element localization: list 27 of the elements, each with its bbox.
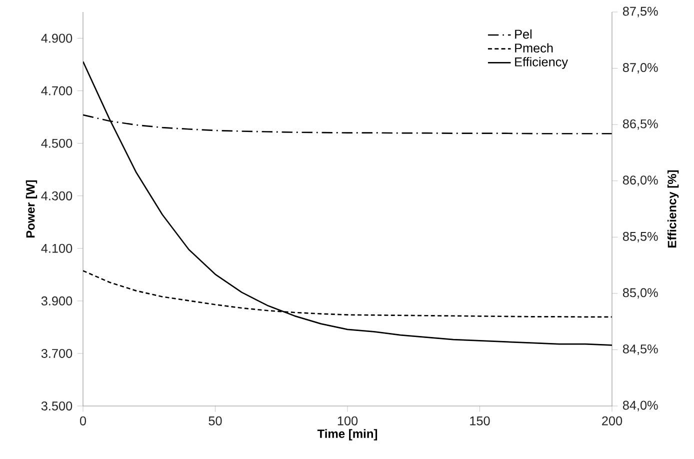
y-tick-label: 4.300 <box>41 191 72 200</box>
x-tick-label: 150 <box>470 416 490 426</box>
y-tick-label: 4.500 <box>41 138 72 148</box>
y-tick-label: 4.100 <box>41 244 72 253</box>
x-tick-label: 100 <box>338 416 358 426</box>
y2-tick-label: 84,5% <box>622 344 658 355</box>
x-tick-label: 50 <box>208 416 222 426</box>
y-tick-label: 4.700 <box>41 86 72 96</box>
x-axis-title: Time [min] <box>317 429 378 440</box>
y2-tick-label: 84,0% <box>622 400 658 412</box>
legend-label: Efficiency <box>515 57 568 69</box>
y2-tick-label: 87,0% <box>622 63 658 74</box>
y2-tick-label: 85,5% <box>622 232 658 242</box>
y-tick-label: 3.700 <box>41 348 72 358</box>
legend-label: Pel <box>515 29 532 39</box>
y2-tick-label: 87,5% <box>622 6 658 18</box>
y2-axis-title: Efficiency [%] <box>667 170 679 248</box>
y2-tick-label: 86,5% <box>622 119 658 130</box>
y2-tick-label: 86,0% <box>622 176 658 186</box>
y-tick-label: 3.500 <box>41 402 72 410</box>
legend-label: Pmech <box>515 43 553 53</box>
y2-tick-label: 85,0% <box>622 288 658 299</box>
x-tick-label: 0 <box>80 416 86 426</box>
y-tick-label: 3.900 <box>41 296 72 306</box>
y-axis-title: Power [W] <box>26 180 38 238</box>
x-tick-label: 200 <box>602 416 622 426</box>
y-tick-label: 4.900 <box>41 34 72 43</box>
